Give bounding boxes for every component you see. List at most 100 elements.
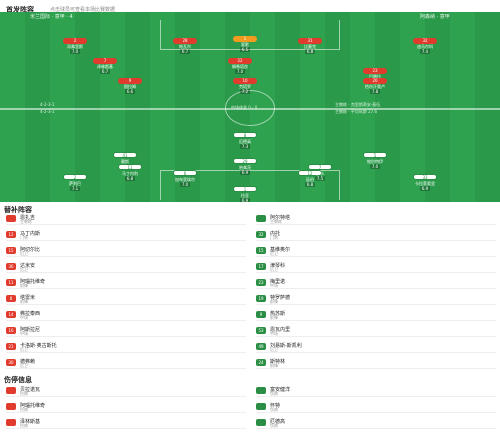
sub-position: 伤病 xyxy=(270,423,278,428)
list-item[interactable]: 怀特 伤病 xyxy=(256,402,496,412)
player-rating: 7.0 xyxy=(69,49,81,54)
player-rating: 6.6 xyxy=(124,89,136,94)
sub-position: 伤病 xyxy=(270,391,278,396)
home-player[interactable]: 2 邓弗里斯 7.0 xyxy=(53,38,97,55)
list-item[interactable]: 11 阿瑙托维奇 前锋 xyxy=(6,278,246,288)
sub-number: 11 xyxy=(6,279,16,286)
sub-name: 塔雷米 xyxy=(20,295,36,301)
away-player[interactable]: 8 厄德高 7.3 xyxy=(223,132,267,150)
away-player[interactable]: 33 卡拉菲奥里 6.9 xyxy=(403,174,447,192)
list-item[interactable]: 阿瑙托维奇 伤病 xyxy=(6,402,246,412)
list-item[interactable]: 15 基维奥尔 后卫 xyxy=(256,246,496,256)
list-item[interactable]: 32 内托 门将 xyxy=(256,230,496,240)
away-player[interactable]: 11 马丁内利 6.8 xyxy=(108,164,152,182)
player-name: 邓弗里斯 xyxy=(67,44,83,49)
divider xyxy=(256,412,496,413)
sub-number: 17 xyxy=(256,263,266,270)
list-item[interactable]: 49 刘易斯-斯凯利 后卫 xyxy=(256,342,496,352)
list-item[interactable]: 21 卡洛斯·奥古斯托 后卫 xyxy=(6,342,246,352)
list-item[interactable]: 阿尔特塔 主教练 xyxy=(256,214,496,224)
sub-number: 9 xyxy=(256,311,266,318)
list-item[interactable]: 富安健洋 伤病 xyxy=(256,386,496,396)
player-name: 图拉姆 xyxy=(124,84,136,89)
home-player[interactable]: 10 劳塔罗 7.2 xyxy=(223,78,267,95)
list-item[interactable]: 30 德弗赖 后卫 xyxy=(6,358,246,368)
sub-name: 内托 xyxy=(270,231,281,237)
sub-number: 16 xyxy=(6,327,16,334)
list-item[interactable]: 贝拉诺瓦 伤病 xyxy=(6,386,246,396)
home-player[interactable]: 1 索默 6.5 xyxy=(223,36,267,53)
divider xyxy=(256,272,496,273)
jersey-number: 9 xyxy=(118,78,142,84)
list-item[interactable]: 厄德高 伤病 xyxy=(256,418,496,428)
player-rating: 6.8 xyxy=(124,176,136,181)
sub-name: 达米安 xyxy=(20,263,36,269)
home-player[interactable]: 28 帕瓦尔 6.7 xyxy=(163,38,207,55)
away-player[interactable]: 12 廷伯 6.8 xyxy=(288,170,332,188)
list-item[interactable]: 17 津琴科 后卫 xyxy=(256,262,496,272)
divider xyxy=(256,396,496,397)
jersey-number: 11 xyxy=(118,164,142,170)
list-item[interactable]: 19 特罗萨德 前锋 xyxy=(256,294,496,304)
home-player[interactable]: 22 姆希塔良 7.0 xyxy=(218,58,262,75)
home-player[interactable]: 20 恰尔汗奥卢 7.8 xyxy=(353,78,397,95)
home-box xyxy=(160,20,340,50)
away-player[interactable]: 29 哈弗茨 6.9 xyxy=(223,158,267,176)
list-item[interactable]: 8 塔雷米 前锋 xyxy=(6,294,246,304)
home-player[interactable]: 7 泽林斯基 6.7 xyxy=(83,58,127,75)
list-item[interactable]: 16 阿斯拉尼 中场 xyxy=(6,326,246,336)
list-item[interactable]: 14 弗拉泰西 中场 xyxy=(6,310,246,320)
sub-number: 14 xyxy=(6,311,16,318)
list-item[interactable]: 24 斯特林 前锋 xyxy=(256,358,496,368)
away-player[interactable]: 6 加布里埃尔 7.0 xyxy=(163,170,207,188)
player-name: 赖斯 xyxy=(121,159,129,164)
home-player[interactable]: 31 比塞克 6.8 xyxy=(288,38,332,55)
list-item[interactable]: 23 梅里诺 中场 xyxy=(256,278,496,288)
player-rating: 7.4 xyxy=(419,49,431,54)
divider xyxy=(256,240,496,241)
jersey-number: 2 xyxy=(63,174,87,180)
divider xyxy=(256,304,496,305)
sub-name: 阿瑙托维奇 xyxy=(20,279,46,285)
pitch: 米兰国际 · 意甲 · 4 阿森纳 · 意甲 4-2-3-1 4-2-3-1 主… xyxy=(0,12,500,202)
sub-position: 前锋 xyxy=(20,283,28,288)
away-player[interactable]: 5 帕尔特伊 7.0 xyxy=(353,152,397,170)
list-item[interactable]: 12 马丁内斯 门将 xyxy=(6,230,246,240)
away-box xyxy=(160,170,340,200)
sub-number: 15 xyxy=(256,247,266,254)
list-item[interactable]: 36 达米安 后卫 xyxy=(6,262,246,272)
away-player[interactable]: 1 拉亚 6.9 xyxy=(223,186,267,202)
player-name: 巴雷拉 xyxy=(369,74,381,79)
sub-name: 富安健洋 xyxy=(270,387,291,393)
away-player[interactable]: 7 萨卡 7.5 xyxy=(298,164,342,182)
list-item[interactable]: 泽林斯基 伤病 xyxy=(6,418,246,428)
jersey-number: 8 xyxy=(233,132,257,138)
home-player[interactable]: 9 图拉姆 6.6 xyxy=(108,78,152,95)
list-item[interactable]: 9 热苏斯 前锋 xyxy=(256,310,496,320)
sub-name: 恩瓦内里 xyxy=(270,327,291,333)
list-item[interactable]: 恩扎吉 主教练 xyxy=(6,214,246,224)
player-name: 迪马尔科 xyxy=(417,44,433,49)
away-player[interactable]: 2 萨利巴 7.1 xyxy=(53,174,97,192)
player-name: 哈弗茨 xyxy=(239,165,251,170)
sub-name: 卡洛斯·奥古斯托 xyxy=(20,343,57,349)
divider xyxy=(6,352,246,353)
player-rating: 6.9 xyxy=(239,170,251,175)
player-rating: 7.0 xyxy=(369,164,381,169)
sub-position: 伤病 xyxy=(20,407,28,412)
sub-name: 阿斯拉尼 xyxy=(20,327,41,333)
home-player[interactable]: 32 迪马尔科 7.4 xyxy=(403,38,447,55)
player-name: 萨利巴 xyxy=(69,181,81,186)
player-name: 萨卡 xyxy=(316,171,324,176)
sub-name: 热苏斯 xyxy=(270,311,286,317)
player-rating: 6.8 xyxy=(304,49,316,54)
jersey-number: 5 xyxy=(363,152,387,158)
sub-position: 前锋 xyxy=(20,299,28,304)
list-item[interactable]: 53 恩瓦内里 中场 xyxy=(256,326,496,336)
away-coach-line: 主教练 · 平均年龄 27.6 xyxy=(335,109,377,114)
jersey-number: 6 xyxy=(173,170,197,176)
list-item[interactable]: 15 阿切尔比 后卫 xyxy=(6,246,246,256)
player-name: 加布里埃尔 xyxy=(175,177,195,182)
center-text: 中场休息 0 - 0 xyxy=(231,105,258,110)
player-rating: 7.1 xyxy=(69,186,81,191)
